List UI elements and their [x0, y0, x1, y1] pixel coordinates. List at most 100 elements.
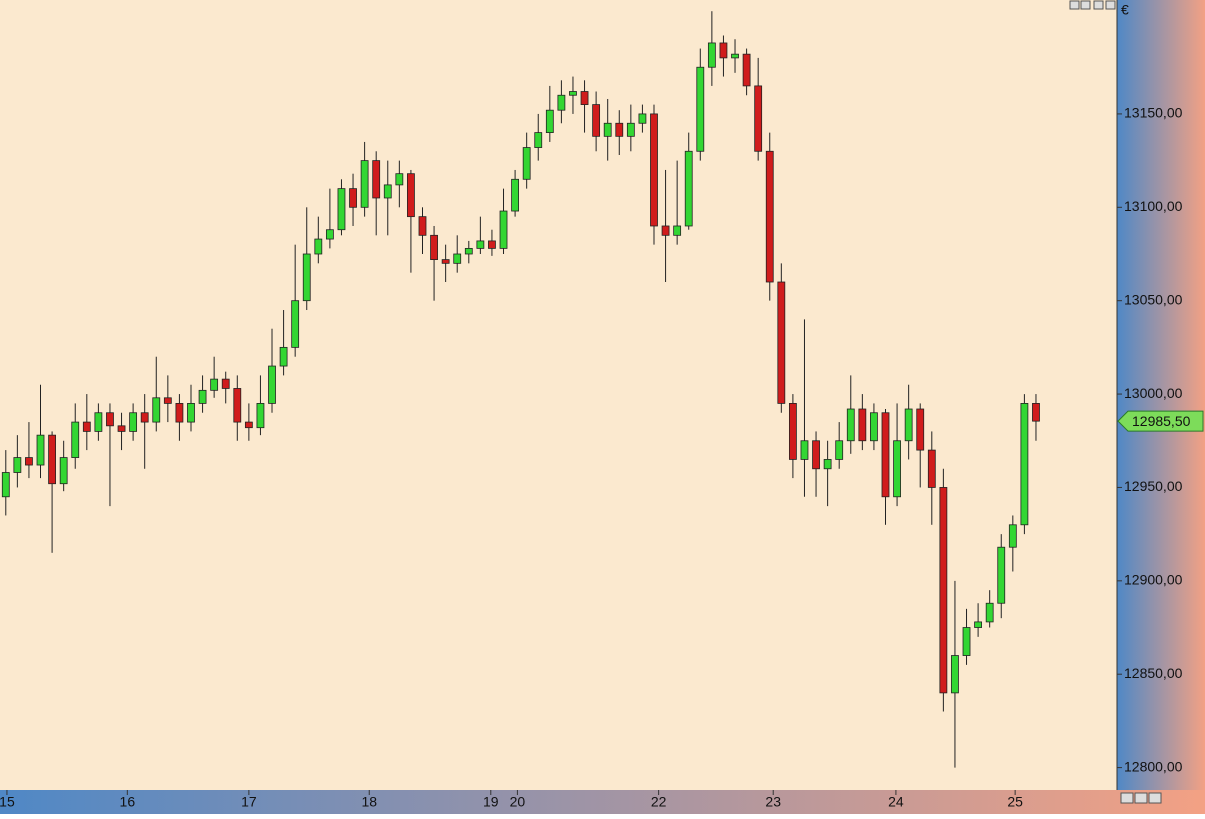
candle-body: [927, 449, 936, 488]
candle-body: [175, 403, 184, 423]
candle-body: [94, 412, 103, 432]
candle-body: [569, 91, 577, 96]
candle-body: [244, 421, 253, 429]
x-tick-label: 18: [361, 794, 377, 810]
candle-body: [106, 412, 114, 427]
candle-body: [418, 216, 427, 236]
candle-body: [314, 238, 323, 255]
candle-body: [140, 412, 149, 423]
window-buttons[interactable]: [1069, 0, 1116, 10]
candle-body: [488, 240, 496, 249]
x-tick-label: 20: [510, 794, 526, 810]
y-tick-label: 13100,00: [1124, 198, 1183, 214]
candle-body: [684, 150, 693, 227]
candle-body: [464, 247, 473, 255]
candle-body: [974, 621, 982, 628]
candle-body: [650, 113, 658, 227]
candle-body: [615, 122, 624, 137]
button[interactable]: [1148, 792, 1162, 804]
y-tick-label: 12900,00: [1124, 572, 1183, 588]
candle-body: [673, 225, 682, 236]
x-tick-label: 22: [651, 794, 667, 810]
candle-body: [788, 403, 797, 460]
y-tick-label: 12950,00: [1124, 478, 1183, 494]
candle-body: [823, 459, 832, 470]
candle-body: [349, 188, 357, 208]
candle-body: [430, 234, 438, 260]
candle-body: [59, 457, 68, 485]
x-tick-label: 25: [1007, 794, 1023, 810]
y-axis-panel: [1117, 0, 1205, 814]
y-tick-label: 13150,00: [1124, 105, 1183, 121]
candle-body: [233, 388, 242, 423]
x-tick-label: 24: [888, 794, 904, 810]
candle-body: [210, 378, 219, 391]
candle-body: [603, 122, 612, 137]
y-tick-label: 12850,00: [1124, 665, 1183, 681]
x-tick-label: 19: [483, 794, 499, 810]
candle-body: [846, 408, 855, 442]
candle-body: [476, 240, 485, 249]
candle-body: [580, 91, 589, 105]
scroll-buttons[interactable]: [1120, 792, 1162, 804]
button[interactable]: [1080, 0, 1091, 10]
candle-body: [777, 281, 786, 404]
button[interactable]: [1120, 792, 1134, 804]
candle-body: [522, 147, 531, 180]
candle-body: [835, 440, 844, 460]
candle-body: [129, 412, 138, 432]
candle-body: [198, 389, 207, 404]
candle-body: [279, 346, 288, 367]
plot-area: [0, 0, 1117, 790]
button[interactable]: [1093, 0, 1104, 10]
candle-body: [71, 421, 80, 458]
candle-body: [731, 53, 739, 59]
candle-body: [325, 229, 334, 240]
candle-body: [881, 412, 890, 498]
candle-body: [302, 253, 311, 302]
candle-body: [152, 397, 161, 423]
x-axis-panel: [0, 790, 1205, 814]
candle-body: [163, 397, 172, 404]
candle-body: [372, 160, 381, 199]
candle-body: [592, 104, 601, 137]
candle-body: [985, 602, 994, 623]
y-tick-label: 13000,00: [1124, 385, 1183, 401]
candle-body: [765, 150, 774, 283]
y-tick-label: 12800,00: [1124, 758, 1183, 774]
candle-body: [800, 440, 809, 460]
x-tick-label: 16: [120, 794, 136, 810]
last-price-marker: [1117, 410, 1204, 432]
candle-body: [13, 457, 22, 473]
candle-body: [557, 94, 566, 111]
candle-body: [407, 173, 415, 218]
candle-body: [916, 408, 925, 451]
candle-body: [858, 408, 867, 442]
candle-body: [256, 403, 265, 429]
candle-body: [499, 210, 508, 249]
candle-body: [638, 113, 647, 124]
candle-body: [441, 259, 450, 264]
button[interactable]: [1069, 0, 1080, 10]
candle-body: [117, 425, 126, 432]
candle-body: [534, 132, 543, 148]
candle-body: [221, 378, 230, 389]
candle-body: [754, 85, 763, 152]
candle-body: [962, 627, 971, 656]
candle-body: [870, 412, 878, 442]
candle-body: [742, 53, 751, 87]
candle-body: [82, 421, 91, 432]
last-price-label: 12985,50: [1132, 413, 1191, 429]
button[interactable]: [1134, 792, 1148, 804]
y-tick-label: 13050,00: [1124, 291, 1183, 307]
candle-body: [1032, 403, 1040, 422]
candle-body: [951, 655, 959, 694]
currency: €: [1121, 2, 1129, 18]
button[interactable]: [1105, 0, 1116, 10]
x-tick-label: 23: [765, 794, 781, 810]
candle-body: [1008, 524, 1017, 548]
x-tick-label: 17: [241, 794, 257, 810]
candle-body: [48, 434, 56, 485]
candle-body: [25, 457, 33, 466]
